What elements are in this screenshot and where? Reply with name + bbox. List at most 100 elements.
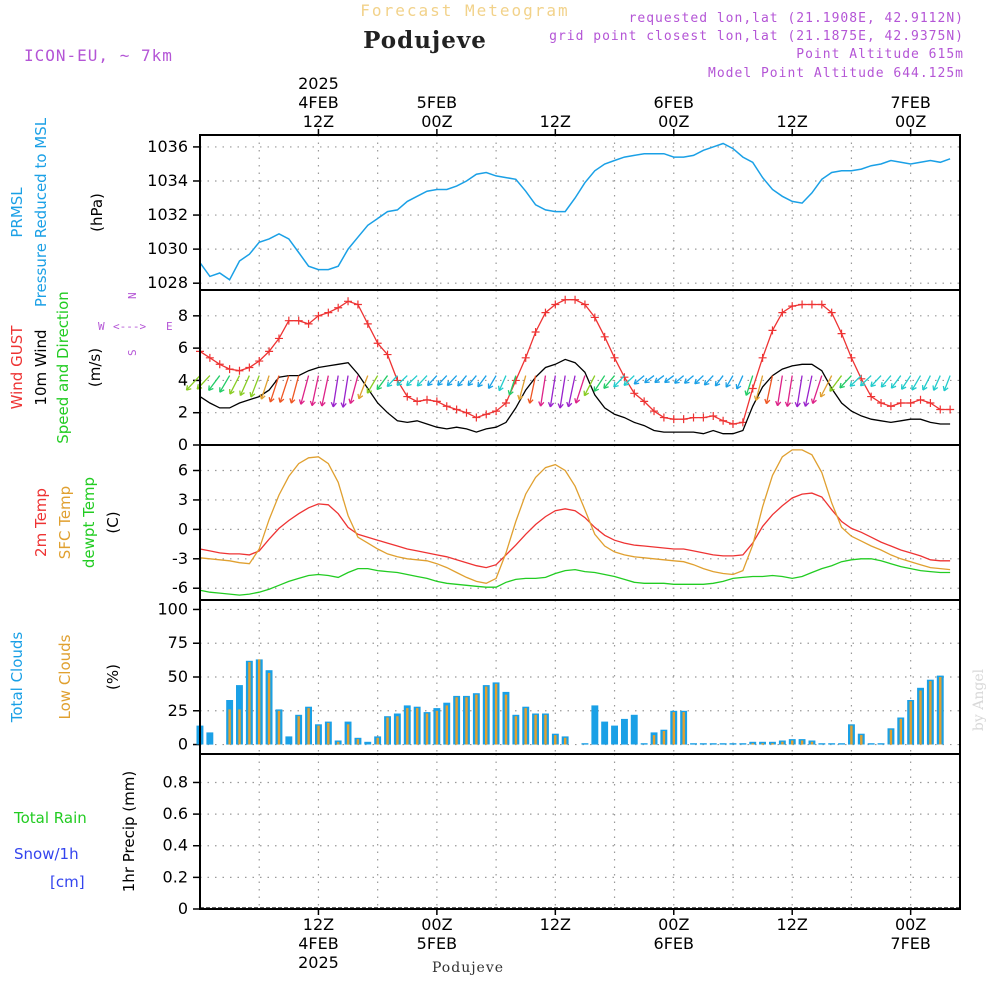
wind-arrow bbox=[529, 375, 537, 404]
cloud-bar bbox=[828, 743, 836, 745]
gust-marker bbox=[580, 300, 589, 309]
wind-arrow-head bbox=[538, 401, 545, 407]
wind-arrow-head bbox=[603, 383, 609, 389]
top-time-label: 2025 bbox=[298, 74, 339, 93]
y-tick-label: 100 bbox=[157, 599, 188, 618]
wind-arrow-head bbox=[613, 381, 619, 388]
gust-marker bbox=[501, 399, 510, 408]
cloud-bar bbox=[425, 713, 429, 745]
panels: 1028 1030 1032 1034 1036 PRMSL Pressure Reduce… bbox=[8, 117, 961, 918]
bottom-time-label: 4FEB bbox=[298, 934, 338, 953]
wind-arrow bbox=[911, 375, 922, 391]
gust-marker bbox=[284, 316, 293, 325]
gust-marker bbox=[571, 295, 580, 304]
gust-marker bbox=[265, 347, 274, 356]
wind-arrow bbox=[880, 375, 892, 388]
gust-marker bbox=[432, 397, 441, 406]
bottom-time-label: 00Z bbox=[895, 915, 926, 934]
wind-arrow bbox=[358, 375, 369, 399]
cloud-bar bbox=[761, 743, 764, 745]
cloud-bar bbox=[867, 743, 875, 745]
side-label: 10m Wind bbox=[32, 329, 50, 405]
cloud-bar bbox=[267, 672, 271, 745]
wind-arrow-head bbox=[849, 381, 856, 387]
wind-arrow bbox=[804, 375, 813, 407]
wind-arrow bbox=[644, 375, 655, 384]
wind-arrow bbox=[457, 375, 467, 387]
wind-arrow-head bbox=[674, 378, 680, 384]
y-tick-label: 75 bbox=[168, 633, 188, 652]
wind-arrow-head bbox=[366, 388, 373, 394]
wind-arrow bbox=[311, 375, 320, 406]
gust-marker bbox=[847, 353, 856, 362]
wind-arrow-head bbox=[298, 399, 305, 405]
cloud-bar bbox=[285, 736, 293, 745]
gust-marker bbox=[867, 392, 876, 401]
wind-arrow-head bbox=[735, 383, 742, 390]
cloud-bar bbox=[672, 712, 675, 745]
gust-marker bbox=[255, 357, 264, 366]
wind-arrow bbox=[839, 375, 852, 389]
cloud-bar bbox=[307, 708, 310, 745]
wind-arrow-head bbox=[725, 382, 731, 388]
side-label: dewpt Temp bbox=[80, 477, 98, 568]
cloud-bar bbox=[719, 743, 727, 745]
wind-arrow bbox=[549, 375, 556, 408]
cloud-bar bbox=[475, 694, 478, 745]
wind-arrow bbox=[725, 375, 734, 388]
wind-arrow bbox=[342, 375, 349, 408]
cloud-bar bbox=[818, 743, 826, 745]
wind-arrow-head bbox=[487, 383, 494, 390]
gust-marker bbox=[363, 319, 372, 328]
wind-arrow bbox=[518, 375, 527, 400]
wind-arrow bbox=[386, 375, 398, 387]
wind-arrow bbox=[765, 375, 774, 404]
wind-arrow bbox=[714, 375, 724, 387]
cloud-bar bbox=[729, 743, 737, 745]
side-label: Wind GUST bbox=[8, 325, 26, 410]
gust-marker bbox=[768, 326, 777, 335]
bottom-time-label: 2025 bbox=[298, 953, 339, 972]
gust-marker bbox=[837, 329, 846, 338]
panel-1: 0 2 4 6 8 Wind GUST 10m Wind Speed and Directio… bbox=[8, 289, 961, 454]
wind-arrow-head bbox=[289, 398, 296, 404]
cloud-bar bbox=[652, 735, 656, 745]
gust-marker bbox=[600, 332, 609, 341]
wind-arrow bbox=[427, 375, 438, 386]
wind-arrow bbox=[269, 375, 280, 403]
wind-arrow bbox=[849, 375, 862, 387]
gust-marker bbox=[482, 410, 491, 419]
gust-marker bbox=[798, 300, 807, 309]
gust-marker bbox=[620, 373, 629, 382]
location-title: Podujeve bbox=[363, 27, 487, 54]
gust-marker bbox=[561, 295, 570, 304]
gust-marker bbox=[689, 413, 698, 422]
wind-arrow-head bbox=[819, 391, 826, 398]
gust-marker bbox=[423, 395, 432, 404]
cloud-bar bbox=[749, 741, 757, 745]
gust-marker bbox=[472, 413, 481, 422]
top-time-label: 00Z bbox=[658, 112, 689, 131]
side-label: [cm] bbox=[50, 873, 85, 891]
gust-marker bbox=[403, 392, 412, 401]
gust-marker bbox=[334, 303, 343, 312]
wind-arrow-head bbox=[566, 401, 573, 408]
cloud-bar bbox=[445, 705, 448, 745]
wind-arrow bbox=[467, 375, 477, 386]
wind-arrow bbox=[498, 375, 507, 391]
gust-marker bbox=[511, 376, 520, 385]
cloud-bar bbox=[759, 741, 766, 745]
wind-arrow bbox=[229, 375, 241, 395]
cloud-bar bbox=[860, 735, 863, 745]
y-tick-label: 25 bbox=[168, 701, 188, 720]
cloud-bar bbox=[591, 705, 599, 745]
wind-arrow-head bbox=[396, 380, 403, 386]
wind-arrow bbox=[922, 375, 931, 391]
wind-arrow bbox=[290, 375, 300, 404]
footer-location: Podujeve bbox=[432, 960, 504, 976]
y-tick-label: 0.6 bbox=[163, 804, 188, 823]
cloud-bar bbox=[514, 716, 518, 745]
wind-arrow-head bbox=[775, 400, 782, 407]
gust-marker bbox=[728, 420, 737, 429]
